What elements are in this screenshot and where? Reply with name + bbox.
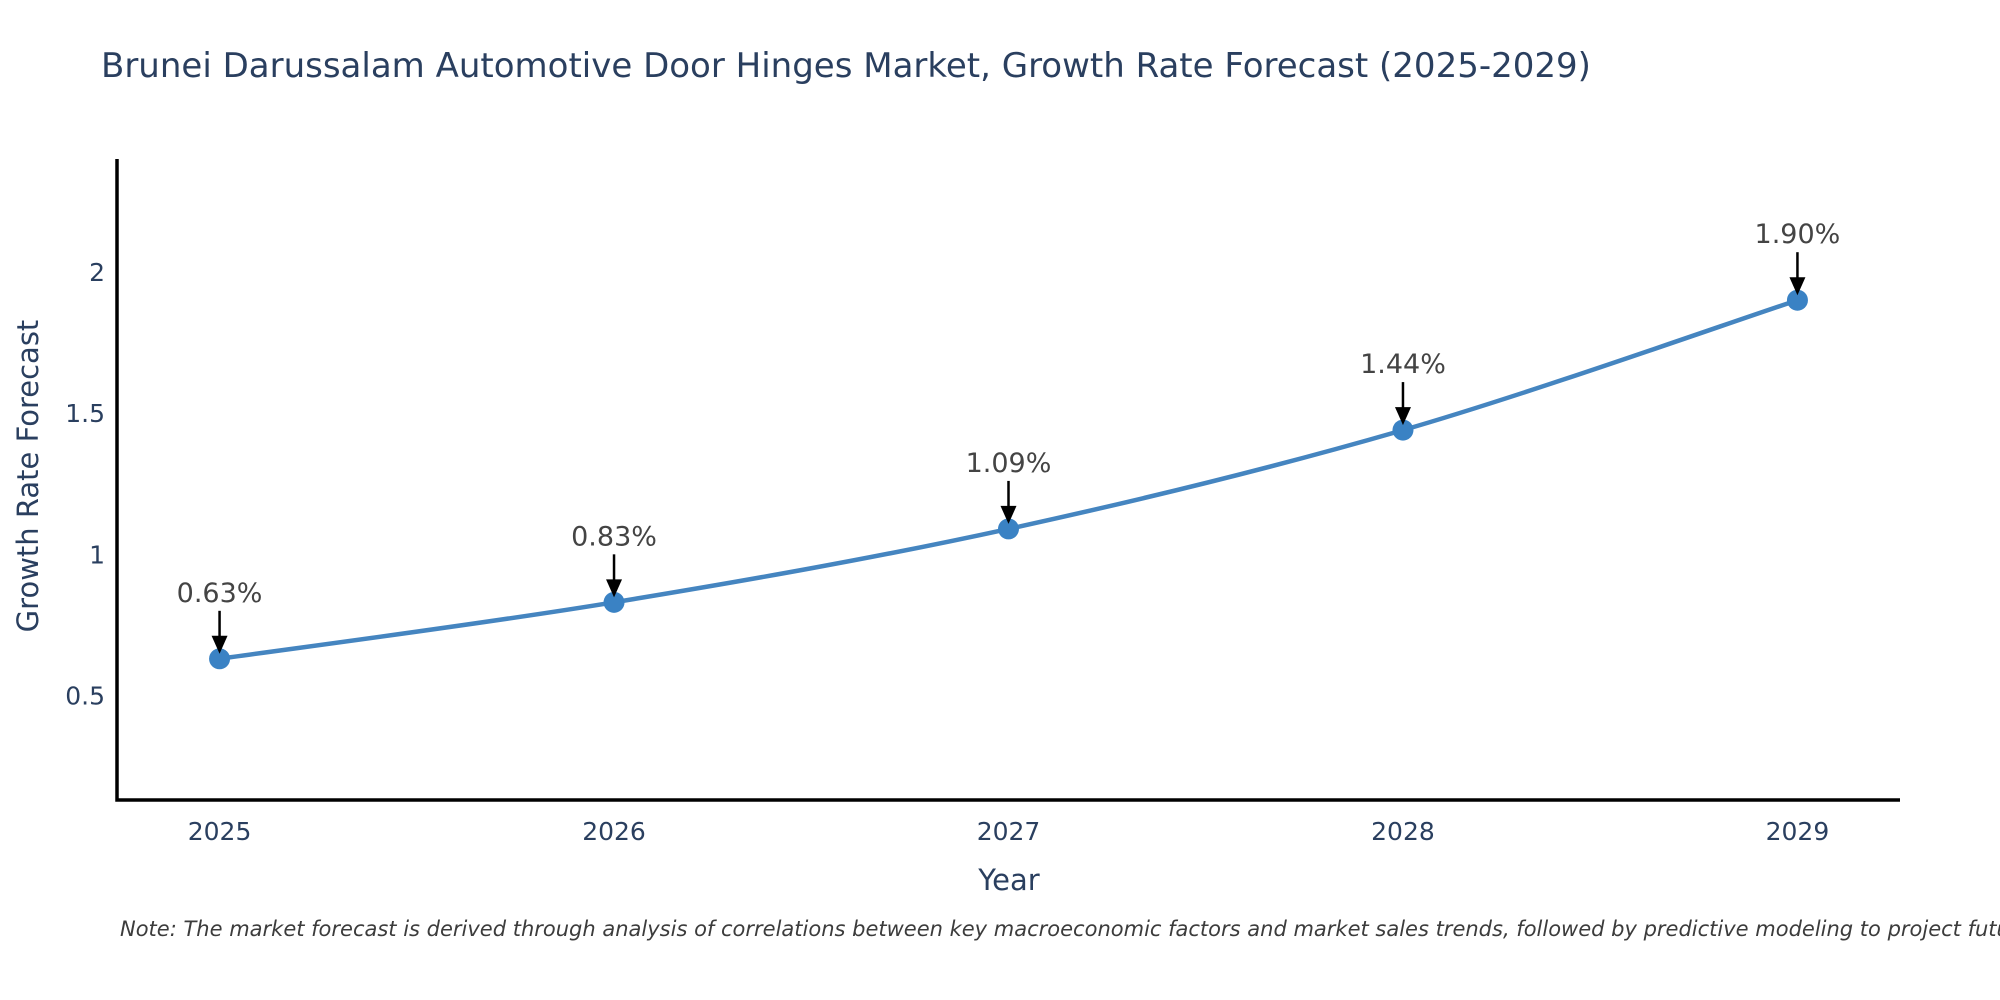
x-tick-label: 2028 [1371,817,1435,846]
data-point-label: 0.63% [177,578,263,609]
data-point-label: 0.83% [571,521,657,552]
y-tick-label: 2 [89,258,105,287]
x-tick-label: 2026 [582,817,646,846]
x-tick-label: 2025 [188,817,252,846]
data-point-label: 1.90% [1755,219,1841,250]
annotation-arrowhead [606,579,623,598]
annotation-arrowhead [1789,277,1806,296]
x-tick-label: 2027 [977,817,1041,846]
y-tick-label: 0.5 [65,682,105,711]
axis-spines [115,159,1900,802]
data-point-marker [209,648,231,670]
data-point-marker [1786,289,1808,311]
data-point-label: 1.09% [966,448,1052,479]
data-point-marker [998,518,1019,540]
footnote: Note: The market forecast is derived thr… [120,917,2000,941]
data-point-marker [1392,419,1414,441]
chart-title: Brunei Darussalam Automotive Door Hinges… [101,46,1591,86]
data-point-marker [603,591,625,613]
y-tick-label: 1.5 [65,399,105,428]
x-tick-label: 2029 [1766,817,1830,846]
trend-line [219,298,1799,662]
annotation-arrowhead [211,635,228,654]
y-tick-label: 1 [89,540,105,569]
annotation-arrowhead [1000,505,1017,524]
x-axis-title: Year [978,863,1040,897]
annotation-arrowhead [1394,407,1411,426]
data-point-label: 1.44% [1360,349,1446,380]
